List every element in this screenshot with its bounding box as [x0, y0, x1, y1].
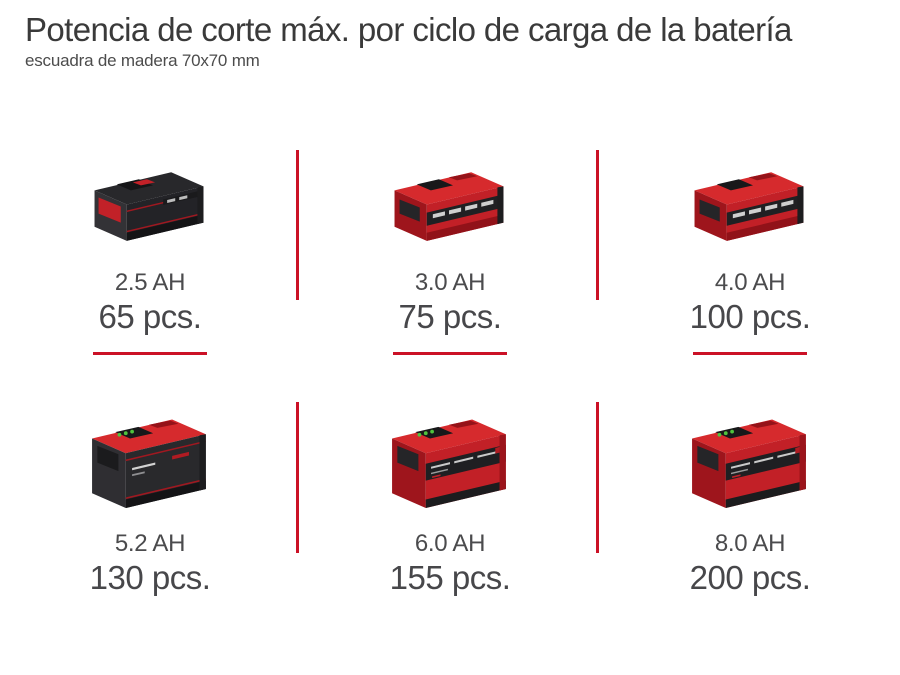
- battery-capacity-label: 8.0 AH: [714, 530, 786, 557]
- battery-image: [0, 142, 300, 262]
- page-subtitle: escuadra de madera 70x70 mm: [25, 51, 260, 70]
- battery-image: [300, 142, 600, 262]
- battery-capacity-label: 6.0 AH: [414, 530, 486, 557]
- battery-capacity-label: 3.0 AH: [414, 269, 486, 296]
- battery-count-label: 65 pcs.: [98, 298, 202, 335]
- battery-cell-2-5ah: 2.5 AH 65 pcs.: [0, 142, 300, 355]
- divider-vertical: [596, 402, 599, 553]
- battery-capacity-label: 2.5 AH: [114, 269, 186, 296]
- red-underline: [393, 352, 507, 355]
- battery-cell-3-0ah: 3.0 AH 75 pcs.: [300, 142, 600, 355]
- battery-count-label: 100 pcs.: [689, 298, 811, 335]
- battery-cell-6-0ah: 6.0 AH 155 pcs.: [300, 395, 600, 597]
- battery-count-label: 75 pcs.: [398, 298, 502, 335]
- battery-image: [600, 142, 900, 262]
- battery-cell-5-2ah: 5.2 AH 130 pcs.: [0, 395, 300, 597]
- battery-count-label: 200 pcs.: [689, 559, 811, 596]
- battery-count-label: 130 pcs.: [89, 559, 211, 596]
- page-title: Potencia de corte máx. por ciclo de carg…: [25, 11, 792, 48]
- header: Potencia de corte máx. por ciclo de carg…: [25, 12, 810, 71]
- battery-capacity-label: 5.2 AH: [114, 530, 186, 557]
- battery-cell-8-0ah: 8.0 AH 200 pcs.: [600, 395, 900, 597]
- divider-vertical: [296, 402, 299, 553]
- red-underline: [693, 352, 807, 355]
- red-underline: [93, 352, 207, 355]
- battery-cell-4-0ah: 4.0 AH 100 pcs.: [600, 142, 900, 355]
- divider-vertical: [596, 150, 599, 300]
- battery-count-label: 155 pcs.: [389, 559, 511, 596]
- battery-grid-row-2: 5.2 AH 130 pcs. 6.0 AH 155 pcs. 8.0 AH 2…: [0, 395, 900, 597]
- divider-vertical: [296, 150, 299, 300]
- battery-grid-row-1: 2.5 AH 65 pcs. 3.0 AH 75 pcs. 4.0 AH 100…: [0, 142, 900, 355]
- battery-image: [300, 395, 600, 523]
- battery-capacity-label: 4.0 AH: [714, 269, 786, 296]
- battery-image: [0, 395, 300, 523]
- battery-image: [600, 395, 900, 523]
